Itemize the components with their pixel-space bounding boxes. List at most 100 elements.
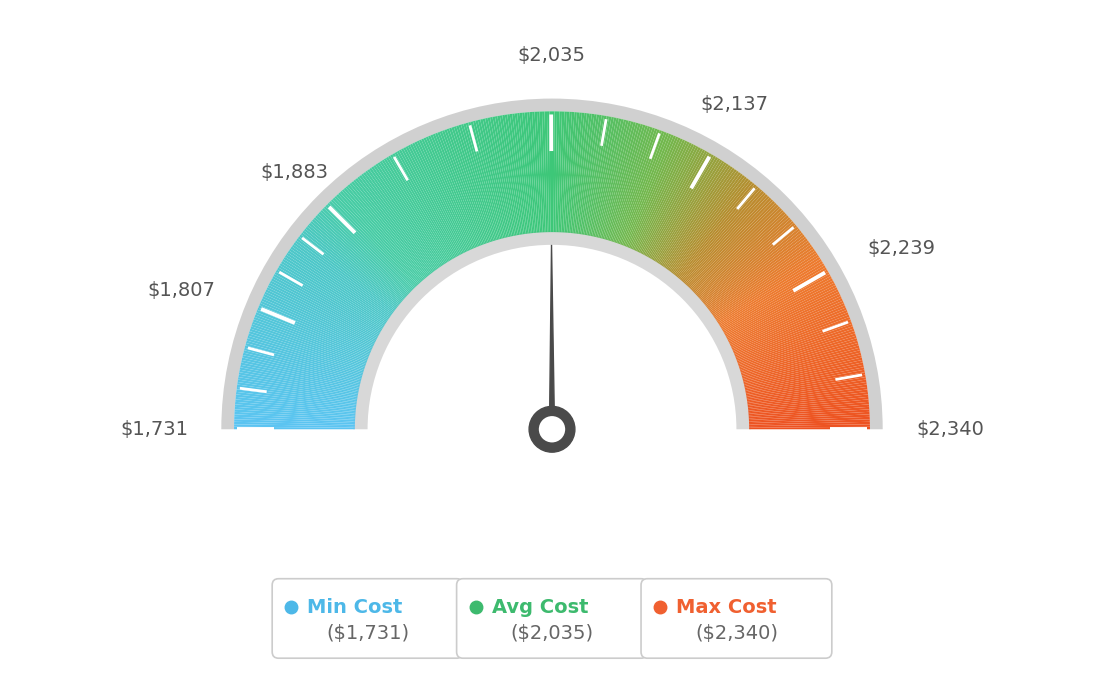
Wedge shape	[737, 319, 851, 362]
Wedge shape	[510, 114, 528, 234]
Wedge shape	[709, 237, 806, 311]
Wedge shape	[722, 270, 828, 332]
Wedge shape	[319, 212, 408, 295]
Wedge shape	[744, 355, 862, 385]
Wedge shape	[605, 124, 640, 240]
Wedge shape	[623, 132, 669, 246]
Wedge shape	[437, 132, 482, 246]
Wedge shape	[629, 137, 678, 248]
Wedge shape	[478, 119, 508, 237]
Wedge shape	[447, 128, 488, 244]
Wedge shape	[744, 360, 863, 388]
Wedge shape	[380, 161, 446, 264]
Wedge shape	[278, 265, 383, 329]
Wedge shape	[666, 169, 736, 269]
Wedge shape	[240, 367, 359, 393]
Wedge shape	[473, 121, 505, 238]
Wedge shape	[704, 228, 800, 306]
Wedge shape	[279, 263, 384, 328]
Wedge shape	[750, 427, 870, 429]
Wedge shape	[351, 181, 428, 277]
Wedge shape	[749, 407, 869, 417]
Wedge shape	[235, 407, 355, 417]
Wedge shape	[571, 112, 584, 233]
Wedge shape	[234, 417, 355, 423]
Wedge shape	[607, 124, 644, 240]
Wedge shape	[575, 113, 592, 234]
Wedge shape	[238, 377, 358, 398]
Wedge shape	[630, 137, 680, 249]
Wedge shape	[235, 404, 355, 415]
Circle shape	[537, 414, 567, 444]
Wedge shape	[567, 112, 580, 233]
Wedge shape	[421, 139, 473, 250]
Wedge shape	[332, 197, 417, 286]
Wedge shape	[574, 113, 590, 233]
Wedge shape	[466, 123, 500, 239]
Wedge shape	[492, 117, 517, 235]
Wedge shape	[268, 283, 378, 339]
Wedge shape	[540, 112, 545, 233]
Wedge shape	[668, 172, 741, 270]
Wedge shape	[612, 126, 650, 242]
Wedge shape	[418, 139, 471, 250]
Wedge shape	[517, 113, 532, 233]
Wedge shape	[678, 184, 756, 278]
Wedge shape	[274, 274, 380, 334]
Text: Max Cost: Max Cost	[676, 598, 776, 617]
Wedge shape	[254, 317, 368, 361]
Wedge shape	[371, 166, 442, 267]
Wedge shape	[741, 338, 858, 374]
Wedge shape	[736, 317, 850, 361]
Wedge shape	[390, 155, 453, 259]
Wedge shape	[507, 114, 526, 234]
Wedge shape	[608, 125, 646, 241]
Wedge shape	[743, 348, 860, 380]
Wedge shape	[635, 141, 688, 251]
Wedge shape	[746, 380, 867, 400]
Wedge shape	[745, 365, 863, 391]
Wedge shape	[739, 328, 854, 368]
Wedge shape	[716, 255, 819, 322]
Wedge shape	[416, 141, 469, 251]
Wedge shape	[745, 362, 863, 389]
Wedge shape	[580, 115, 599, 235]
Wedge shape	[245, 343, 362, 377]
Wedge shape	[259, 303, 371, 353]
Wedge shape	[749, 404, 869, 415]
Wedge shape	[449, 128, 489, 243]
Wedge shape	[726, 280, 835, 338]
Wedge shape	[241, 360, 360, 388]
Wedge shape	[690, 203, 777, 290]
Wedge shape	[243, 351, 361, 382]
Wedge shape	[749, 420, 870, 424]
Wedge shape	[401, 148, 459, 256]
Wedge shape	[234, 409, 355, 418]
Wedge shape	[235, 395, 357, 409]
Wedge shape	[583, 115, 604, 235]
Wedge shape	[735, 312, 849, 358]
Wedge shape	[743, 351, 861, 382]
Wedge shape	[637, 143, 692, 253]
Wedge shape	[613, 127, 652, 242]
Wedge shape	[636, 141, 690, 252]
Wedge shape	[737, 324, 852, 366]
Wedge shape	[431, 135, 478, 247]
Wedge shape	[251, 326, 365, 367]
Wedge shape	[542, 111, 548, 233]
Wedge shape	[719, 259, 821, 325]
Wedge shape	[582, 115, 602, 235]
Wedge shape	[235, 397, 355, 411]
Wedge shape	[730, 292, 840, 345]
Wedge shape	[311, 219, 404, 300]
Wedge shape	[728, 285, 837, 341]
Wedge shape	[598, 120, 628, 238]
Wedge shape	[488, 117, 513, 236]
Wedge shape	[725, 278, 834, 337]
Wedge shape	[537, 112, 544, 233]
Wedge shape	[578, 114, 597, 234]
Wedge shape	[660, 164, 729, 266]
Wedge shape	[707, 233, 804, 308]
Wedge shape	[241, 362, 359, 389]
Wedge shape	[594, 119, 622, 237]
